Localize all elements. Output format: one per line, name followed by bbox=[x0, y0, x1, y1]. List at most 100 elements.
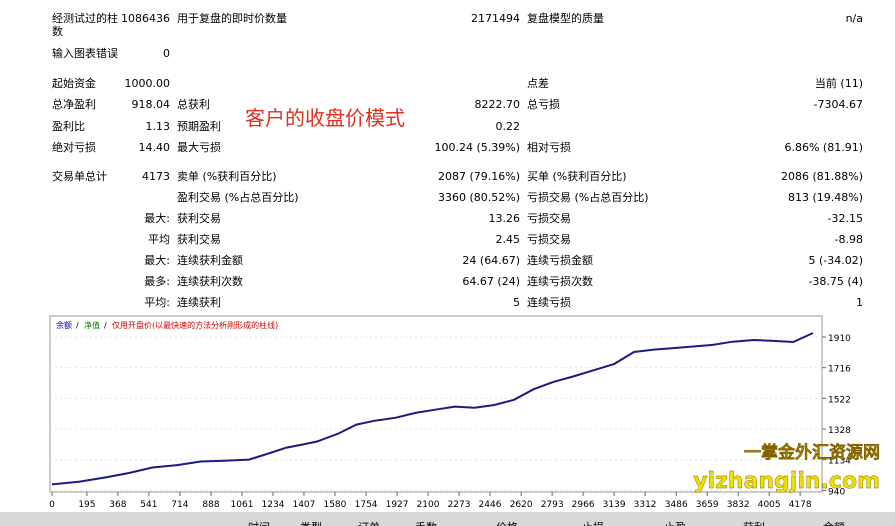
stat-value: -38.75 (4) bbox=[808, 275, 863, 288]
table-header-bar bbox=[0, 512, 895, 526]
x-tick-label: 2966 bbox=[572, 500, 595, 510]
stat-value: 4173 bbox=[142, 170, 170, 183]
stat-label: 总获利 bbox=[177, 98, 210, 111]
stat-value: 2171494 bbox=[471, 12, 520, 25]
stat-value: 6.86% (81.91) bbox=[784, 141, 863, 154]
stat-value: 1.13 bbox=[145, 120, 171, 133]
plot-frame bbox=[49, 315, 823, 493]
stat-value: 当前 (11) bbox=[814, 77, 863, 90]
legend-separator: / bbox=[76, 321, 79, 330]
y-tick-label: 1134 bbox=[828, 457, 851, 467]
y-tick-label: 1910 bbox=[828, 334, 851, 344]
stat-label: 连续获利 bbox=[177, 296, 221, 309]
stat-label: 最多: bbox=[144, 275, 170, 288]
x-tick-label: 2620 bbox=[510, 500, 533, 510]
stat-label: 最大: bbox=[144, 254, 170, 267]
annotation: 客户的收盘价模式 bbox=[245, 106, 405, 130]
watermark-title: 一掌金外汇资源网 bbox=[744, 442, 880, 463]
x-tick-label: 1061 bbox=[231, 500, 254, 510]
stat-label: 连续亏损次数 bbox=[527, 275, 593, 288]
stat-value: 0.22 bbox=[495, 120, 521, 133]
y-tick-label: 1328 bbox=[828, 426, 851, 436]
x-tick-label: 3659 bbox=[696, 500, 719, 510]
stat-label: 买单 (%获利百分比) bbox=[527, 170, 627, 183]
stat-label: 最大亏损 bbox=[177, 141, 221, 154]
balance-line bbox=[51, 332, 814, 486]
stat-value: -32.15 bbox=[827, 212, 863, 225]
stat-value: n/a bbox=[845, 12, 863, 25]
stat-label: 交易单总计 bbox=[52, 170, 107, 183]
x-tick-label: 1580 bbox=[323, 500, 346, 510]
y-tick-label: 1522 bbox=[828, 395, 851, 405]
stat-label: 卖单 (%获利百分比) bbox=[177, 170, 277, 183]
stat-label: 亏损交易 bbox=[527, 233, 571, 246]
stat-value: 1000.00 bbox=[124, 77, 171, 90]
x-tick-label: 3486 bbox=[665, 500, 688, 510]
y-tick-label: 940 bbox=[828, 487, 845, 497]
x-tick-label: 1754 bbox=[355, 500, 378, 510]
stat-value: 5 bbox=[513, 296, 520, 309]
stat-value: 2086 (81.88%) bbox=[780, 170, 863, 183]
stat-value: 0 bbox=[163, 47, 170, 60]
stat-label: 相对亏损 bbox=[527, 141, 571, 154]
x-tick-label: 1407 bbox=[292, 500, 315, 510]
legend-entry: 余额 bbox=[56, 320, 72, 330]
x-tick-label: 4005 bbox=[758, 500, 781, 510]
x-tick-label: 3312 bbox=[634, 500, 657, 510]
table-header-cell: 止损 bbox=[582, 520, 604, 526]
stat-label: 用于复盘的即时价数量 bbox=[177, 12, 287, 25]
stat-label: 获利交易 bbox=[177, 233, 221, 246]
stat-label: 平均: bbox=[144, 296, 170, 309]
x-tick-label: 714 bbox=[171, 500, 188, 510]
x-tick-label: 4178 bbox=[789, 500, 812, 510]
stat-value: 13.26 bbox=[488, 212, 521, 225]
table-header-cell: 类型 bbox=[300, 520, 322, 526]
stat-value: 2087 (79.16%) bbox=[437, 170, 520, 183]
x-tick-label: 195 bbox=[78, 500, 95, 510]
table-header-cell: 获利 bbox=[743, 521, 765, 526]
x-tick-label: 2793 bbox=[541, 500, 564, 510]
stat-value: 2.45 bbox=[495, 233, 521, 246]
stat-label: 起始资金 bbox=[52, 77, 96, 90]
stat-label: 输入图表错误 bbox=[52, 47, 118, 60]
x-tick-label: 2273 bbox=[448, 500, 471, 510]
x-tick-label: 1234 bbox=[262, 500, 285, 510]
legend-entry: 仅用开盘价(以最快速的方法分析刚形成的柱线) bbox=[112, 320, 278, 330]
x-tick-label: 1927 bbox=[386, 500, 409, 510]
stat-value: 1086436 bbox=[121, 12, 170, 25]
x-tick-label: 888 bbox=[202, 500, 219, 510]
table-header-cell: 余额 bbox=[823, 520, 845, 526]
x-tick-label: 2100 bbox=[417, 500, 440, 510]
table-header-cell: 时间 bbox=[248, 521, 270, 526]
x-tick-label: 541 bbox=[140, 500, 157, 510]
stat-label: 绝对亏损 bbox=[52, 141, 96, 154]
table-header-cell: 手数 bbox=[415, 520, 437, 526]
y-tick-label: 1716 bbox=[828, 365, 851, 375]
stat-label: 获利交易 bbox=[177, 212, 221, 225]
table-header-cell: 价格 bbox=[496, 520, 518, 526]
x-tick-label: 0 bbox=[49, 500, 55, 510]
x-tick-label: 2446 bbox=[479, 500, 502, 510]
stat-value: 1 bbox=[856, 296, 863, 309]
x-tick-label: 3139 bbox=[603, 500, 626, 510]
stat-label: 点差 bbox=[527, 77, 549, 90]
stat-value: 24 (64.67) bbox=[462, 254, 520, 267]
stat-value: 64.67 (24) bbox=[462, 275, 520, 288]
stat-label: 连续获利金额 bbox=[177, 254, 243, 267]
stat-label: 连续获利次数 bbox=[177, 275, 243, 288]
stat-value: 918.04 bbox=[131, 98, 171, 111]
stat-value: 8222.70 bbox=[474, 98, 521, 111]
stat-label: 最大: bbox=[144, 212, 170, 225]
stat-label: 连续亏损 bbox=[527, 296, 571, 309]
x-tick-label: 3832 bbox=[727, 500, 750, 510]
stat-label: 亏损交易 bbox=[527, 212, 571, 225]
stat-label: 复盘模型的质量 bbox=[527, 12, 604, 25]
stat-label: 连续亏损金额 bbox=[527, 254, 593, 267]
stat-label: 总净盈利 bbox=[52, 98, 96, 111]
stat-value: 5 (-34.02) bbox=[808, 254, 863, 267]
legend-entry: 净值 bbox=[84, 320, 100, 330]
x-tick-label: 368 bbox=[109, 500, 126, 510]
stat-label: 盈利比 bbox=[52, 120, 85, 133]
stat-value: 100.24 (5.39%) bbox=[434, 141, 520, 154]
